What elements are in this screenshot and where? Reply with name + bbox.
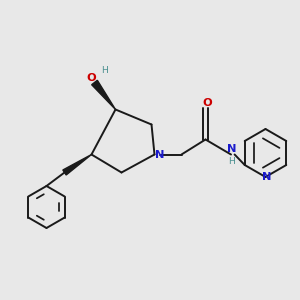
Text: H: H (228, 157, 235, 166)
Polygon shape (63, 154, 92, 175)
Text: N: N (154, 149, 164, 160)
Text: O: O (202, 98, 212, 108)
Text: N: N (227, 144, 236, 154)
Polygon shape (92, 80, 116, 110)
Text: H: H (101, 66, 107, 75)
Text: O: O (86, 73, 96, 83)
Text: N: N (262, 172, 271, 182)
